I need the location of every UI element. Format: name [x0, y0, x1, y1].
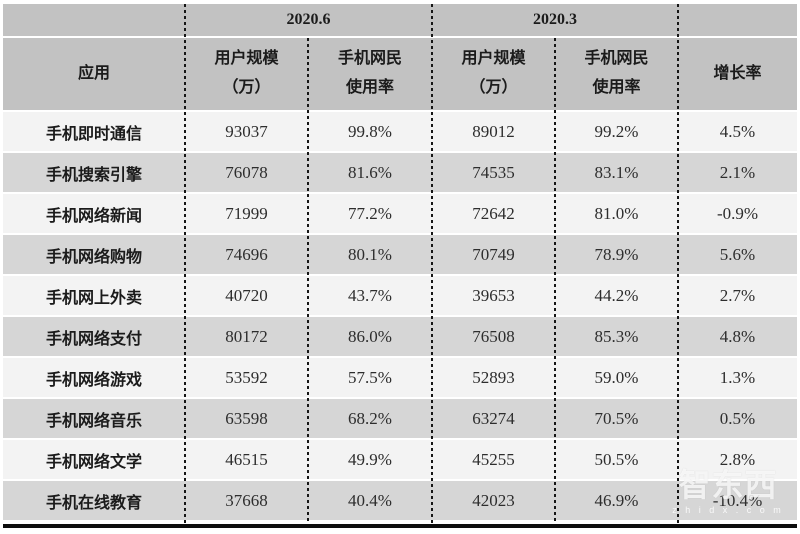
users-mar-cell: 70749 — [432, 235, 555, 274]
header-label: （万） — [469, 79, 518, 96]
growth-cell: 2.1% — [678, 153, 797, 192]
period-label: 2020.3 — [533, 10, 577, 28]
app-name-cell: 手机网上外卖 — [3, 276, 185, 315]
header-period-2020-6: 2020.6 — [185, 4, 432, 36]
header-corner-cell-right — [678, 4, 797, 36]
rate-jun-cell: 81.6% — [308, 153, 432, 192]
rate-mar-cell: 81.0% — [555, 194, 678, 233]
app-name-cell: 手机网络文学 — [3, 440, 185, 479]
rate-jun-cell: 49.9% — [308, 440, 432, 479]
header-label: 应用 — [77, 64, 110, 82]
header-label: 使用率 — [345, 79, 394, 96]
header-user-scale-mar: 用户规模 （万） — [432, 38, 555, 110]
header-corner-cell — [3, 4, 185, 36]
rate-jun-cell: 68.2% — [308, 399, 432, 438]
growth-cell: 4.5% — [678, 112, 797, 151]
growth-cell: -10.4% — [678, 481, 797, 520]
header-label: （万） — [222, 79, 271, 96]
rate-jun-cell: 43.7% — [308, 276, 432, 315]
table-row: 手机网络支付 80172 86.0% 76508 85.3% 4.8% — [3, 317, 797, 356]
header-label: 增长率 — [713, 64, 762, 82]
app-name-cell: 手机网络新闻 — [3, 194, 185, 233]
users-mar-cell: 74535 — [432, 153, 555, 192]
table-row: 手机在线教育 37668 40.4% 42023 46.9% -10.4% — [3, 481, 797, 520]
users-jun-cell: 93037 — [185, 112, 308, 151]
growth-cell: -0.9% — [678, 194, 797, 233]
header-row-columns: 应用 用户规模 （万） 手机网民 使用率 用户规模 （万） 手机网民 使用率 增… — [3, 38, 797, 110]
table-row: 手机网络游戏 53592 57.5% 52893 59.0% 1.3% — [3, 358, 797, 397]
users-jun-cell: 80172 — [185, 317, 308, 356]
rate-mar-cell: 46.9% — [555, 481, 678, 520]
header-usage-rate-jun: 手机网民 使用率 — [308, 38, 432, 110]
rate-jun-cell: 80.1% — [308, 235, 432, 274]
growth-cell: 1.3% — [678, 358, 797, 397]
app-name-cell: 手机网络支付 — [3, 317, 185, 356]
table-row: 手机即时通信 93037 99.8% 89012 99.2% 4.5% — [3, 112, 797, 151]
users-jun-cell: 53592 — [185, 358, 308, 397]
period-label: 2020.6 — [286, 10, 331, 28]
users-mar-cell: 42023 — [432, 481, 555, 520]
table-row: 手机网络文学 46515 49.9% 45255 50.5% 2.8% — [3, 440, 797, 479]
rate-mar-cell: 99.2% — [555, 112, 678, 151]
growth-cell: 0.5% — [678, 399, 797, 438]
table-row: 手机搜索引擎 76078 81.6% 74535 83.1% 2.1% — [3, 153, 797, 192]
users-jun-cell: 74696 — [185, 235, 308, 274]
header-label: 用户规模 — [461, 50, 526, 68]
users-mar-cell: 52893 — [432, 358, 555, 397]
rate-jun-cell: 57.5% — [308, 358, 432, 397]
users-jun-cell: 63598 — [185, 399, 308, 438]
app-name-cell: 手机网络游戏 — [3, 358, 185, 397]
header-label: 用户规模 — [214, 50, 279, 68]
table-row: 手机网上外卖 40720 43.7% 39653 44.2% 2.7% — [3, 276, 797, 315]
users-mar-cell: 76508 — [432, 317, 555, 356]
header-period-2020-3: 2020.3 — [432, 4, 678, 36]
rate-mar-cell: 50.5% — [555, 440, 678, 479]
rate-mar-cell: 85.3% — [555, 317, 678, 356]
header-label: 使用率 — [592, 79, 641, 96]
users-mar-cell: 89012 — [432, 112, 555, 151]
users-mar-cell: 72642 — [432, 194, 555, 233]
header-app: 应用 — [3, 38, 185, 110]
growth-cell: 5.6% — [678, 235, 797, 274]
growth-cell: 2.7% — [678, 276, 797, 315]
users-jun-cell: 71999 — [185, 194, 308, 233]
table-row: 手机网络音乐 63598 68.2% 63274 70.5% 0.5% — [3, 399, 797, 438]
rate-jun-cell: 77.2% — [308, 194, 432, 233]
header-label: 手机网民 — [337, 50, 402, 68]
rate-mar-cell: 83.1% — [555, 153, 678, 192]
header-usage-rate-mar: 手机网民 使用率 — [555, 38, 678, 110]
header-label: 手机网民 — [584, 50, 649, 68]
users-mar-cell: 39653 — [432, 276, 555, 315]
rate-mar-cell: 59.0% — [555, 358, 678, 397]
app-name-cell: 手机即时通信 — [3, 112, 185, 151]
header-row-periods: 2020.6 2020.3 — [3, 4, 797, 36]
rate-mar-cell: 44.2% — [555, 276, 678, 315]
rate-mar-cell: 70.5% — [555, 399, 678, 438]
header-growth: 增长率 — [678, 38, 797, 110]
table-row: 手机网络购物 74696 80.1% 70749 78.9% 5.6% — [3, 235, 797, 274]
users-jun-cell: 37668 — [185, 481, 308, 520]
rate-mar-cell: 78.9% — [555, 235, 678, 274]
rate-jun-cell: 99.8% — [308, 112, 432, 151]
app-name-cell: 手机网络购物 — [3, 235, 185, 274]
growth-cell: 2.8% — [678, 440, 797, 479]
rate-jun-cell: 86.0% — [308, 317, 432, 356]
users-jun-cell: 76078 — [185, 153, 308, 192]
users-mar-cell: 63274 — [432, 399, 555, 438]
users-mar-cell: 45255 — [432, 440, 555, 479]
app-name-cell: 手机在线教育 — [3, 481, 185, 520]
users-jun-cell: 40720 — [185, 276, 308, 315]
app-name-cell: 手机搜索引擎 — [3, 153, 185, 192]
app-name-cell: 手机网络音乐 — [3, 399, 185, 438]
data-table: 2020.6 2020.3 应用 用户规模 （万） 手机网民 使用率 用户规模 … — [3, 4, 797, 528]
growth-cell: 4.8% — [678, 317, 797, 356]
table-bottom-border — [3, 524, 797, 528]
rate-jun-cell: 40.4% — [308, 481, 432, 520]
table-row: 手机网络新闻 71999 77.2% 72642 81.0% -0.9% — [3, 194, 797, 233]
users-jun-cell: 46515 — [185, 440, 308, 479]
header-user-scale-jun: 用户规模 （万） — [185, 38, 308, 110]
